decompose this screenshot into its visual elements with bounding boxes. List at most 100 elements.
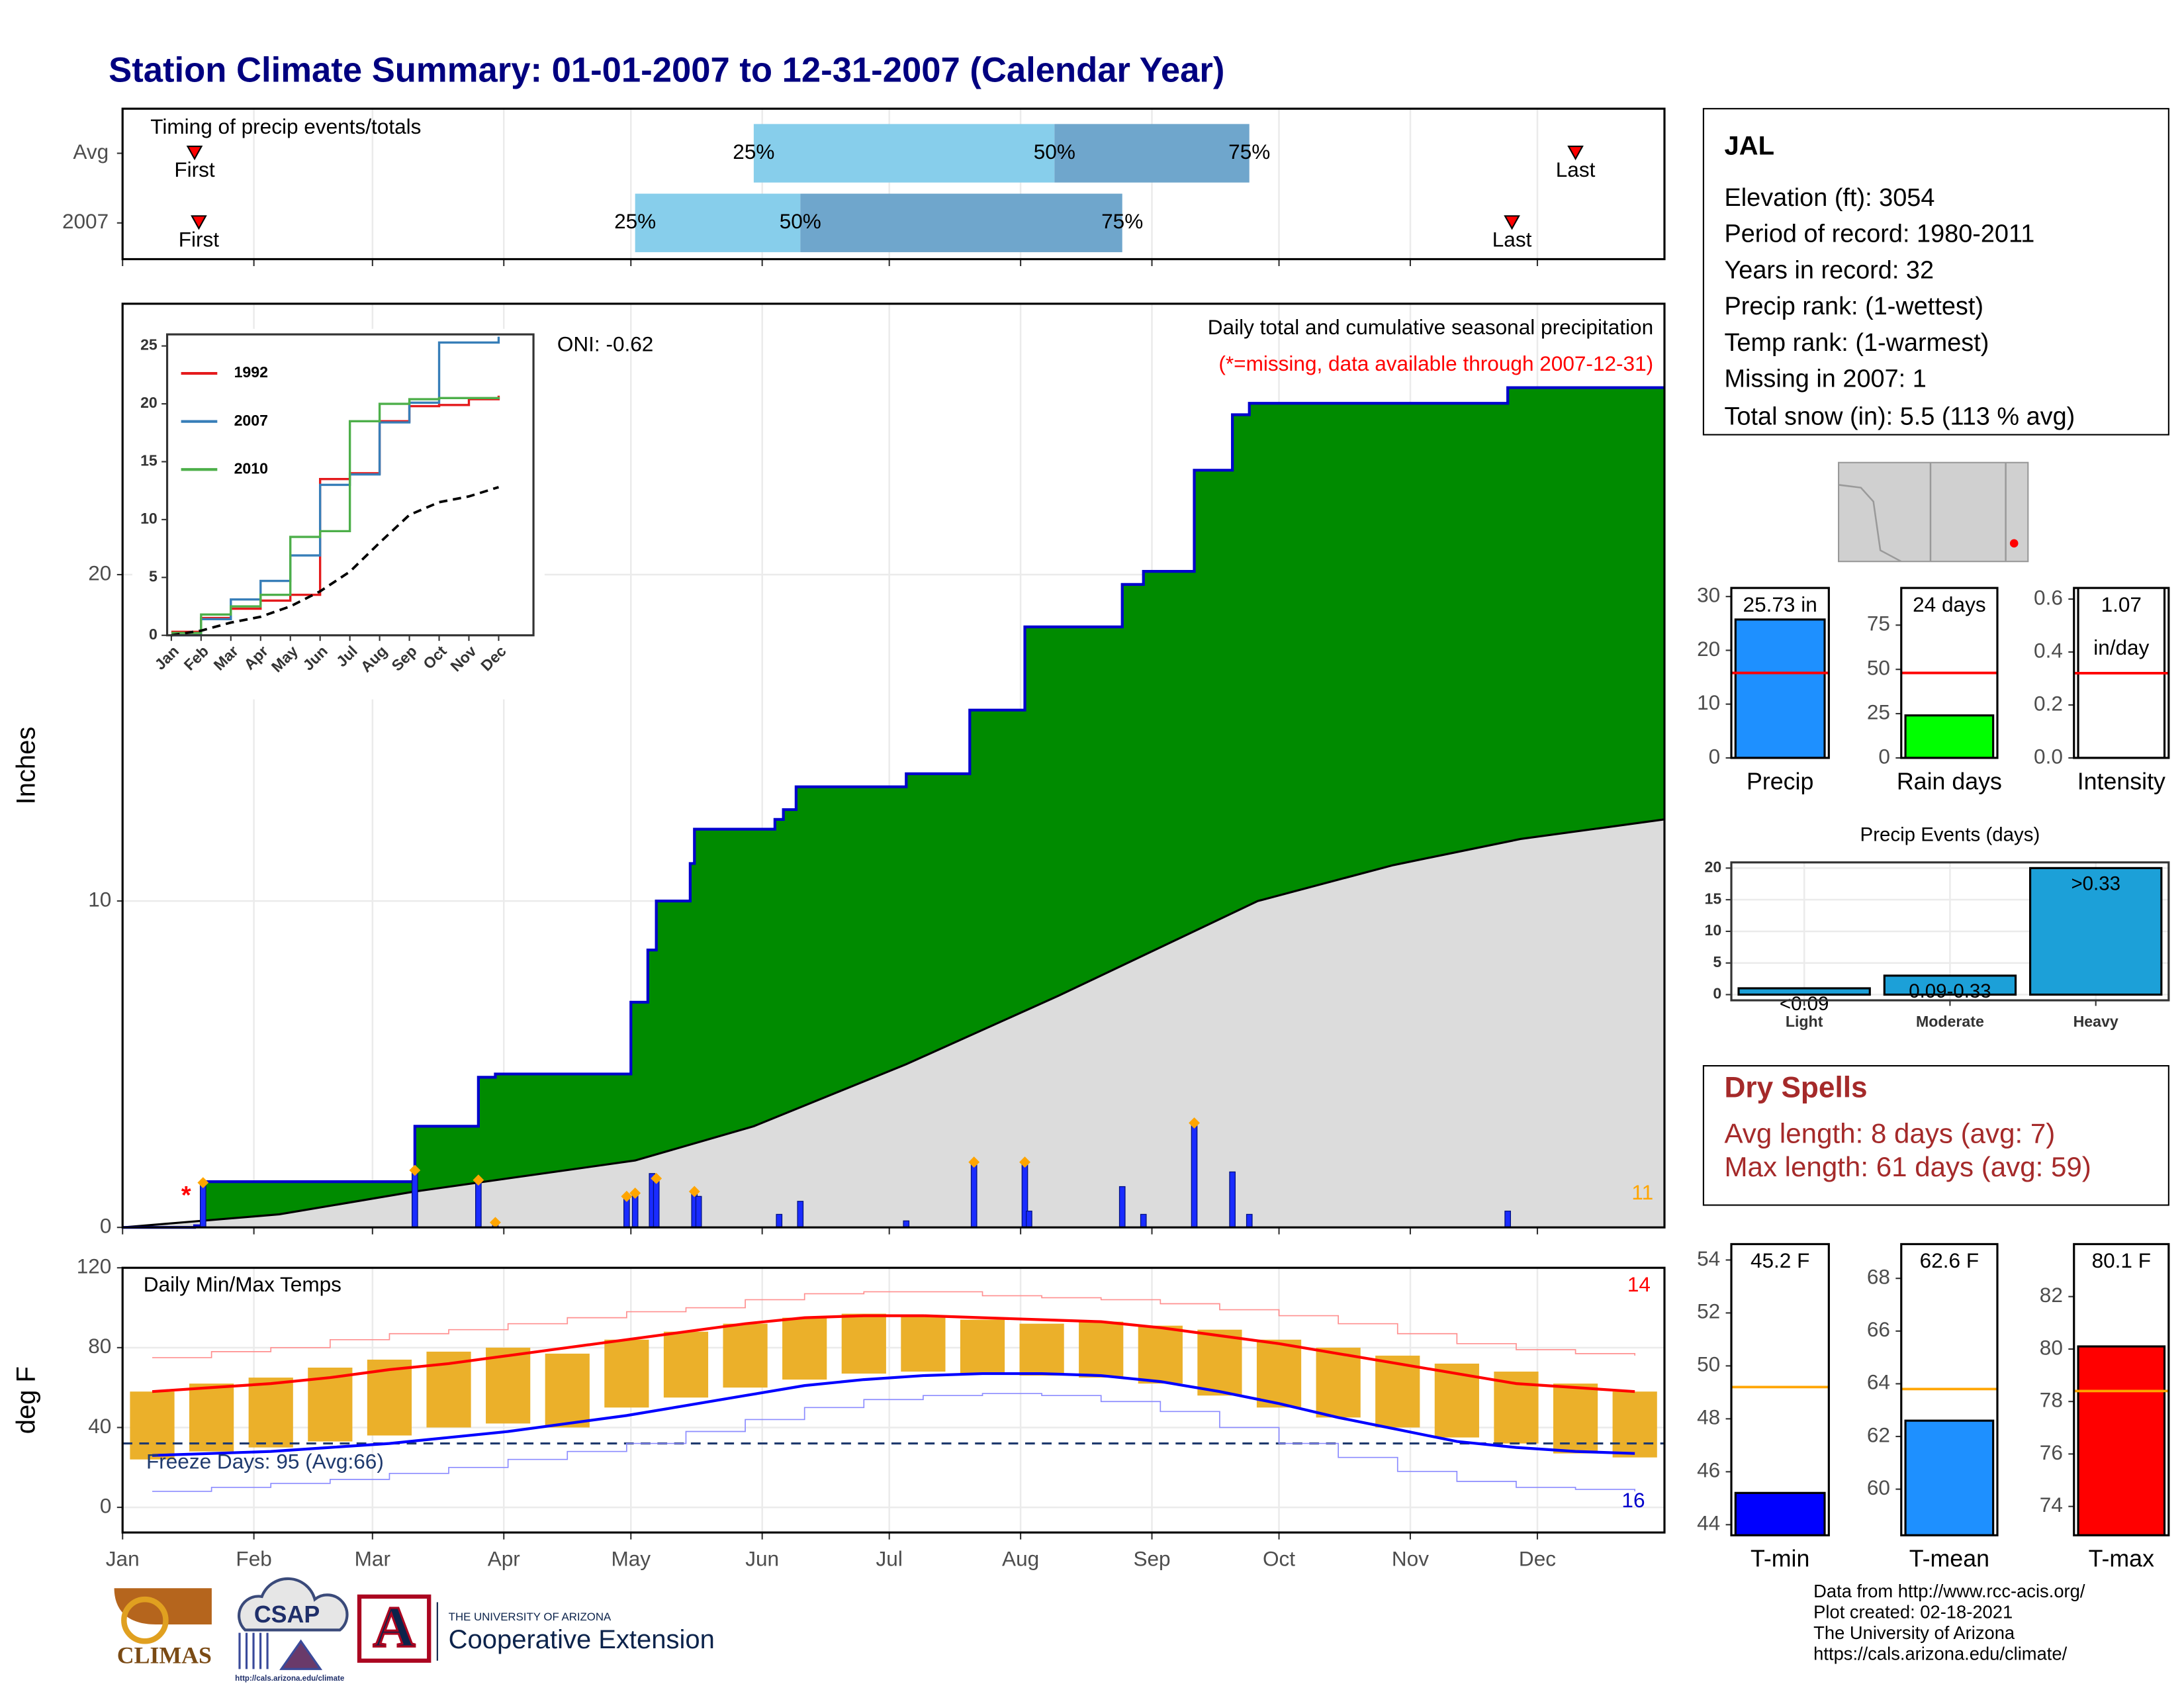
- temp-range-bar: [1138, 1325, 1183, 1384]
- y-tick-label: 20: [88, 561, 111, 585]
- stat-bar: [1734, 618, 1826, 758]
- legend-label: 1992: [234, 363, 268, 381]
- panel-frame: [1900, 586, 1999, 759]
- x-tick-label: Jan: [106, 1547, 140, 1571]
- event-marker: [191, 215, 207, 230]
- temp-range-bar: [1079, 1321, 1124, 1378]
- y-tick-label: 25: [1867, 700, 1890, 724]
- value-label: 45.2 F: [1751, 1248, 1809, 1272]
- logo-url: http://cals.arizona.edu/climate: [235, 1675, 345, 1683]
- quantile-label: 50%: [780, 209, 821, 233]
- y-tick-label: 0.6: [2034, 585, 2063, 609]
- stat-bar: [2077, 588, 2166, 758]
- y-tick-label: 0: [1709, 744, 1721, 768]
- event-label: Last: [1556, 158, 1596, 181]
- stat-bar: [1904, 1419, 1995, 1536]
- y-tick-label: 0: [100, 1493, 112, 1517]
- credit-line: https://cals.arizona.edu/climate/: [1813, 1644, 2067, 1664]
- y-tick-label: 5: [149, 567, 158, 585]
- quartile-bar: [1054, 124, 1250, 183]
- daily-marker: [629, 1187, 641, 1199]
- value-label: 1.07: [2101, 592, 2142, 616]
- x-tick-label: Sep: [1133, 1547, 1170, 1571]
- y-tick-label: 68: [1867, 1265, 1890, 1289]
- y-tick-label: 5: [1713, 953, 1721, 970]
- y-tick-label: 62: [1867, 1423, 1890, 1446]
- series-line: [171, 486, 500, 637]
- y-tick-label: 20: [1697, 637, 1720, 661]
- temp-range-bar: [248, 1378, 293, 1448]
- panel-title: Precip Events (days): [1860, 824, 2040, 846]
- record-max-line: [152, 1291, 1636, 1358]
- y-tick-label: 54: [1697, 1246, 1720, 1270]
- y-tick-label: 44: [1697, 1511, 1720, 1535]
- logo-text: Cooperative Extension: [449, 1625, 715, 1654]
- quartile-bar: [753, 124, 1055, 183]
- temp-range-bar: [545, 1353, 590, 1428]
- y-tick-label: 25: [140, 336, 158, 353]
- temp-range-bar: [1612, 1391, 1657, 1458]
- stat-bar: [1904, 714, 1995, 758]
- average-area: [122, 819, 1664, 1228]
- freeze-note: Freeze Days: 95 (Avg:66): [146, 1449, 384, 1473]
- logo-text: CSAP: [254, 1601, 320, 1628]
- panel-frame: [1730, 861, 2170, 1002]
- y-tick-label: 78: [2040, 1388, 2063, 1412]
- y-tick-label: 120: [77, 1254, 112, 1278]
- x-tick-label: May: [611, 1547, 651, 1571]
- x-tick-label: Feb: [236, 1547, 271, 1571]
- bin-label: >0.33: [2071, 872, 2120, 894]
- dry-spells-line: Max length: 61 days (avg: 59): [1724, 1151, 2091, 1182]
- avg-min-line: [152, 1372, 1635, 1457]
- temp-range-bar: [960, 1319, 1005, 1374]
- category-label: Precip: [1747, 768, 1813, 794]
- logo-text: CLIMAS: [117, 1642, 212, 1669]
- temp-range-bar: [1553, 1383, 1598, 1454]
- climas-ring: [121, 1596, 169, 1644]
- panel-frame: [121, 303, 1666, 1229]
- daily-marker: [688, 1186, 700, 1197]
- y-tick-label: 66: [1867, 1317, 1890, 1341]
- credit-line: The University of Arizona: [1813, 1622, 2015, 1643]
- x-tick-label: Nov: [1392, 1547, 1429, 1571]
- x-tick-label: Jul: [876, 1547, 903, 1571]
- panel-frame: [2073, 586, 2170, 759]
- panel-title: Daily Min/Max Temps: [144, 1272, 341, 1296]
- y-tick-label: 52: [1697, 1299, 1720, 1323]
- daily-bar: [1026, 1210, 1032, 1228]
- y-tick-label: 0: [1713, 985, 1721, 1002]
- x-tick-label: Oct: [1263, 1547, 1295, 1571]
- daily-bar: [1246, 1213, 1253, 1228]
- y-tick-label: 76: [2040, 1440, 2063, 1464]
- y-tick-label: 0: [149, 626, 158, 643]
- x-tick-label: Jun: [745, 1547, 779, 1571]
- value-label: 24 days: [1913, 592, 1986, 616]
- daily-marker: [1189, 1117, 1200, 1129]
- temp-range-bar: [782, 1317, 827, 1380]
- credit-line: Data from http://www.rcc-acis.org/: [1813, 1581, 2085, 1601]
- value-label: 80.1 F: [2092, 1248, 2151, 1272]
- average-line: [122, 818, 1665, 1229]
- dry-spells-box: [1702, 1064, 2169, 1206]
- daily-bar: [695, 1196, 702, 1228]
- daily-bar: [1118, 1186, 1126, 1228]
- daily-bar: [797, 1201, 804, 1228]
- temp-range-bar: [1019, 1323, 1064, 1376]
- page-title: Station Climate Summary: 01-01-2007 to 1…: [109, 50, 1224, 89]
- station-box: [1702, 108, 2169, 436]
- panel-frame: [1730, 1243, 1830, 1536]
- y-tick-label: 80: [2040, 1335, 2063, 1359]
- row-label: Avg: [73, 140, 109, 164]
- legend-label: 2010: [234, 459, 268, 477]
- y-tick-label: 0: [100, 1214, 112, 1238]
- y-tick-label: 0.4: [2034, 638, 2063, 662]
- dry-spells-title: Dry Spells: [1724, 1072, 1867, 1104]
- x-tick-label: Dec: [1519, 1547, 1556, 1571]
- station-line: Elevation (ft): 3054: [1724, 184, 1934, 212]
- y-tick-label: 50: [1867, 656, 1890, 680]
- temp-range-bar: [1375, 1355, 1420, 1428]
- stat-bar: [2077, 1345, 2166, 1536]
- category-label: T-mean: [1909, 1546, 1989, 1572]
- category-label: Intensity: [2077, 768, 2165, 794]
